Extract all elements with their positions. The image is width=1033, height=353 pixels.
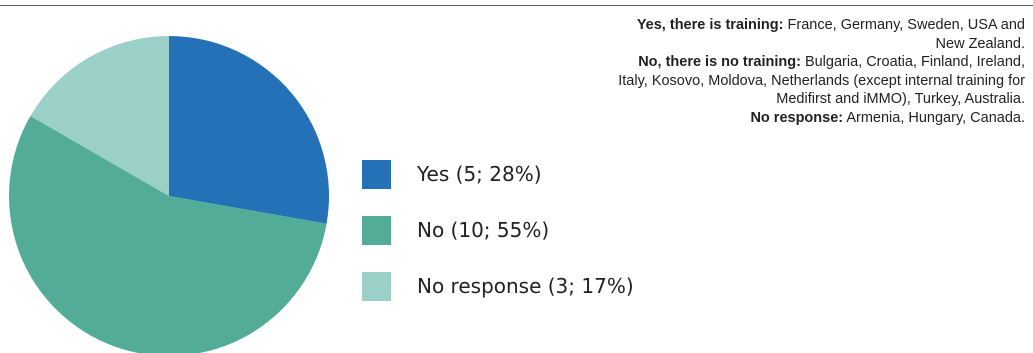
legend-swatch-yes [362,159,391,189]
note-no: No, there is no training: Bulgaria, Croa… [605,53,1025,109]
pie-slice-no [8,116,327,353]
legend-label-yes: Yes (5; 28%) [417,162,542,186]
legend: Yes (5; 28%) No (10; 55%) No response (3… [362,159,634,328]
pie-chart [8,36,330,353]
legend-swatch-no [362,215,391,245]
pie-slice-no-response [30,36,169,196]
legend-label-no-response: No response (3; 17%) [417,274,634,298]
note-yes: Yes, there is training: France, Germany,… [605,16,1025,53]
note-no-response: No response: Armenia, Hungary, Canada. [605,109,1025,128]
note-no-response-key: No response: [750,109,844,126]
note-yes-key: Yes, there is training: [636,17,784,33]
top-rule [0,5,1033,6]
country-notes: Yes, there is training: France, Germany,… [605,16,1025,127]
note-yes-text: France, Germany, Sweden, USA and New Zea… [783,17,1026,52]
legend-item-no: No (10; 55%) [362,215,634,245]
note-no-response-text: Armenia, Hungary, Canada. [843,109,1025,126]
legend-swatch-no-response [362,271,391,301]
note-no-text: Bulgaria, Croatia, Finland, Ireland, Ita… [618,54,1025,107]
legend-label-no: No (10; 55%) [417,218,550,242]
legend-item-yes: Yes (5; 28%) [362,159,634,189]
note-no-key: No, there is no training: [638,54,801,70]
pie-slice-yes [169,36,330,224]
legend-item-no-response: No response (3; 17%) [362,271,634,301]
